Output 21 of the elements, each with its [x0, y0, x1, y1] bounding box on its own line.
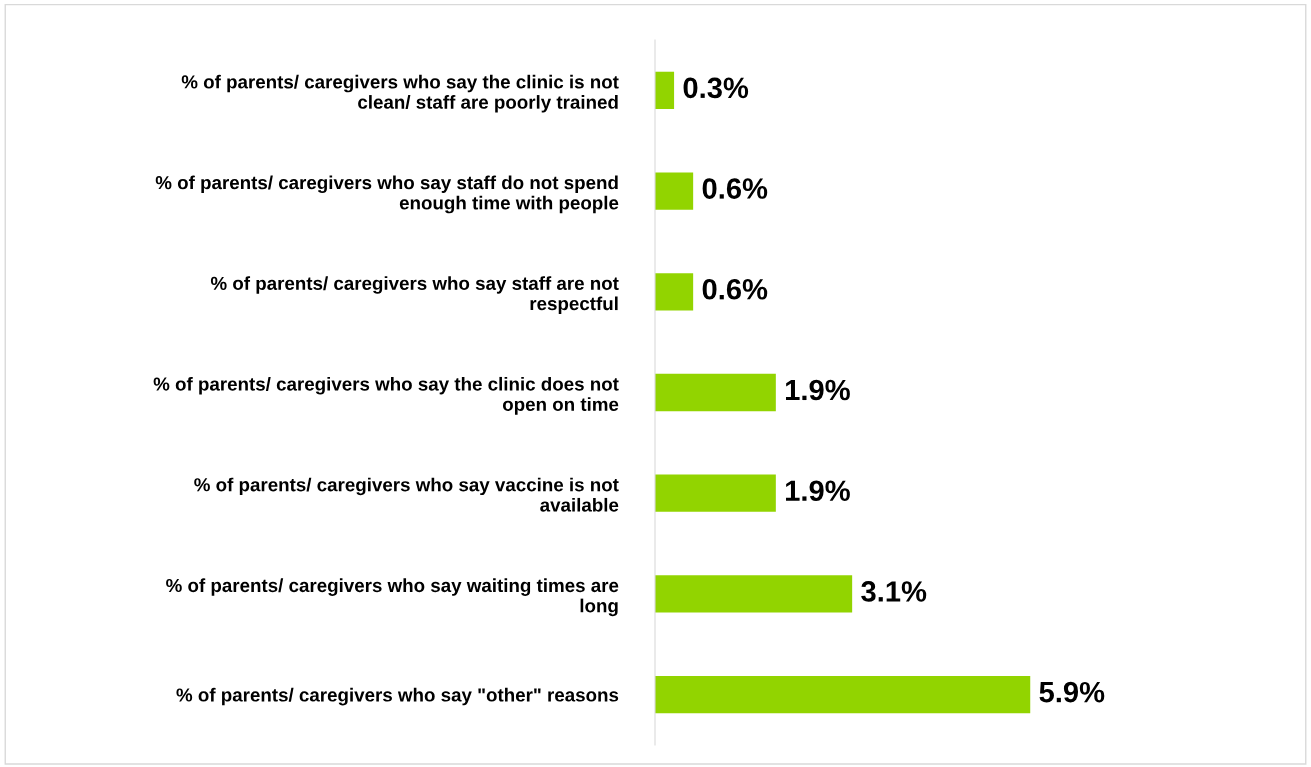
bar	[655, 373, 776, 412]
data-label: 0.6%	[702, 278, 768, 300]
y-tick-label: % of parents/ caregivers who say waiting times are long	[166, 578, 619, 617]
bar	[655, 676, 1031, 714]
bar	[655, 474, 776, 512]
data-label: 0.6%	[702, 178, 768, 199]
bar	[655, 172, 694, 210]
bar	[655, 71, 675, 109]
y-tick-label: % of parents/ caregivers who say staff are not respectful	[210, 276, 619, 314]
bar	[655, 273, 694, 311]
y-tick-label: % of parents/ caregivers who say "other" reasons	[176, 687, 619, 706]
y-tick-label: % of parents/ caregivers who say the clinic is not clean/ staff are poorly trained	[181, 74, 619, 113]
data-label: 0.3%	[683, 77, 749, 99]
y-tick-label: % of parents/ caregivers who say vaccine is not available	[194, 477, 619, 512]
y-tick-label: % of parents/ caregivers who say staff do not spend enough time with people	[155, 175, 619, 214]
data-label: 1.9%	[786, 379, 850, 401]
y-tick-label: % of parents/ caregivers who say the clinic does not open on time	[153, 376, 619, 415]
bar	[655, 575, 853, 613]
data-label: 5.9%	[1039, 681, 1105, 703]
data-label: 3.1%	[861, 581, 927, 602]
data-label: 1.9%	[786, 480, 850, 502]
